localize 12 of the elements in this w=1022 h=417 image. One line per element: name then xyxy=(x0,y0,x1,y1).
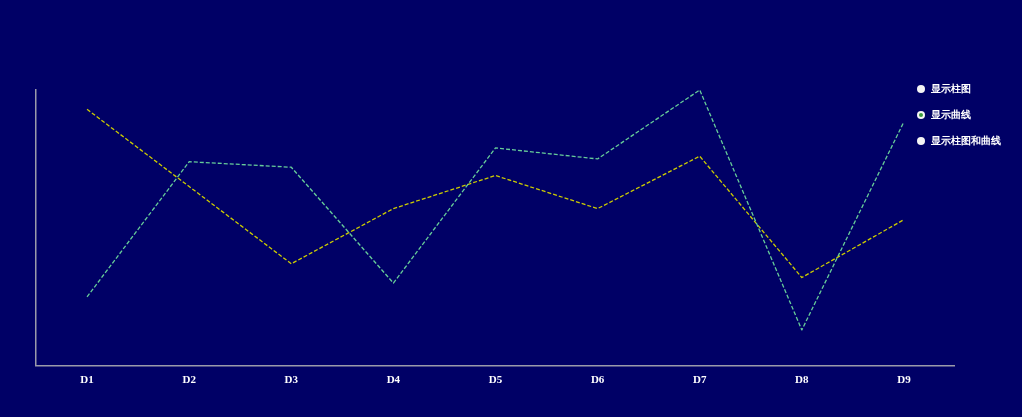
x-tick-label: D3 xyxy=(284,373,299,386)
x-tick-label: D6 xyxy=(590,373,605,386)
annotation: 显示柱图 xyxy=(931,82,971,96)
annotation: 显示曲线 xyxy=(931,108,971,122)
x-tick-label: D8 xyxy=(795,373,810,386)
x-tick-label: D7 xyxy=(693,373,707,386)
x-tick-label: D9 xyxy=(897,373,912,386)
x-tick-label: D2 xyxy=(182,373,197,386)
x-tick-label: D5 xyxy=(488,373,503,386)
annotation: 显示柱图和曲线 xyxy=(931,134,1001,148)
x-tick-label: D1 xyxy=(80,373,94,386)
x-tick-label: D4 xyxy=(386,373,401,386)
